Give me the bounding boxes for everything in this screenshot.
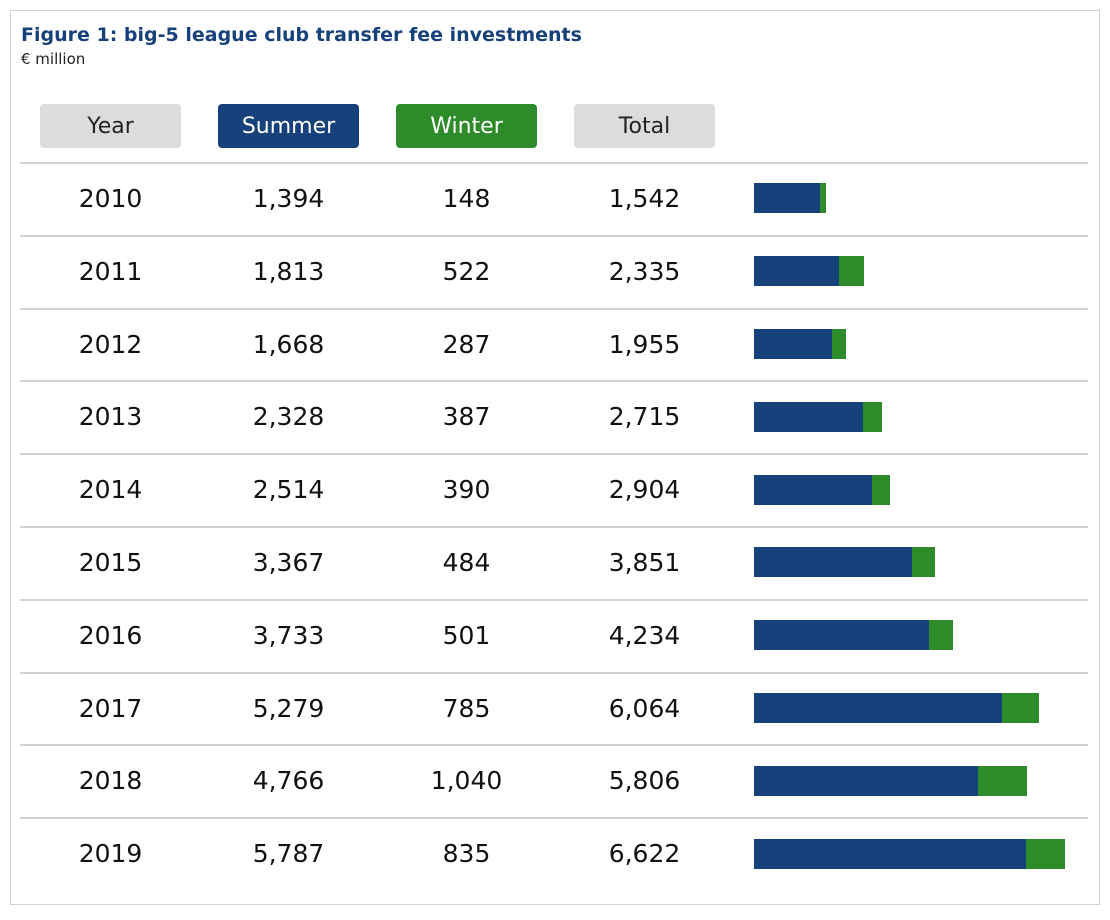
summer-value: 3,367 <box>252 547 325 577</box>
year-cell: 2015 <box>78 547 143 577</box>
winter-bar-2015 <box>912 547 935 578</box>
winter-bar-2016 <box>929 620 953 651</box>
winter-bar-2013 <box>863 401 882 432</box>
row-divider <box>20 234 1088 237</box>
summer-value: 2,514 <box>252 475 325 505</box>
summer-value: 1,668 <box>252 329 325 359</box>
summer-bar-2011 <box>754 256 840 287</box>
winter-bar-2019 <box>1025 838 1066 869</box>
winter-value: 387 <box>442 402 491 432</box>
column-header-total: Total <box>574 104 715 148</box>
total-value: 4,234 <box>608 620 681 650</box>
chart-subtitle: € million <box>21 50 86 68</box>
total-value: 6,064 <box>608 693 681 723</box>
year-cell: 2014 <box>78 475 143 505</box>
summer-bar-2010 <box>754 183 820 214</box>
total-value: 2,715 <box>608 402 681 432</box>
row-divider <box>20 162 1088 164</box>
winter-value: 148 <box>442 183 491 213</box>
winter-bar-2010 <box>819 183 827 214</box>
column-header-summer: Summer <box>218 104 359 148</box>
year-cell: 2013 <box>78 402 143 432</box>
row-divider <box>20 307 1088 310</box>
year-cell: 2010 <box>78 183 143 213</box>
winter-bar-2018 <box>978 765 1027 796</box>
winter-bar-2011 <box>839 256 864 287</box>
total-value: 1,955 <box>608 329 681 359</box>
summer-value: 1,813 <box>252 256 325 286</box>
winter-value: 522 <box>442 256 491 286</box>
winter-value: 785 <box>442 693 491 723</box>
summer-bar-2018 <box>754 765 978 796</box>
total-value: 2,904 <box>608 475 681 505</box>
total-value: 5,806 <box>608 766 681 796</box>
summer-bar-2015 <box>754 547 913 578</box>
summer-value: 5,279 <box>252 693 325 723</box>
year-cell: 2017 <box>78 693 143 723</box>
chart-frame <box>10 10 1100 905</box>
row-divider <box>20 744 1088 747</box>
row-divider <box>20 817 1088 820</box>
summer-value: 2,328 <box>252 402 325 432</box>
year-cell: 2019 <box>78 839 143 869</box>
winter-value: 287 <box>442 329 491 359</box>
summer-value: 3,733 <box>252 620 325 650</box>
summer-bar-2019 <box>754 838 1026 869</box>
summer-bar-2012 <box>754 329 833 359</box>
row-divider <box>20 598 1088 601</box>
summer-value: 5,787 <box>252 839 325 869</box>
year-cell: 2012 <box>78 329 143 359</box>
row-divider <box>20 380 1088 383</box>
total-value: 3,851 <box>608 547 681 577</box>
row-divider <box>20 671 1088 674</box>
winter-bar-2012 <box>832 329 846 359</box>
winter-value: 484 <box>442 547 491 577</box>
summer-value: 1,394 <box>252 183 325 213</box>
total-value: 6,622 <box>608 839 681 869</box>
chart-title: Figure 1: big-5 league club transfer fee… <box>21 24 582 46</box>
winter-value: 390 <box>442 475 491 505</box>
total-value: 2,335 <box>608 256 681 286</box>
summer-value: 4,766 <box>252 766 325 796</box>
year-cell: 2016 <box>78 620 143 650</box>
winter-value: 835 <box>442 839 491 869</box>
year-cell: 2018 <box>78 766 143 796</box>
winter-bar-2017 <box>1002 693 1039 723</box>
year-cell: 2011 <box>78 256 143 286</box>
winter-bar-2014 <box>872 474 891 505</box>
summer-bar-2014 <box>754 474 873 505</box>
summer-bar-2016 <box>754 620 930 651</box>
row-divider <box>20 526 1088 528</box>
winter-value: 1,040 <box>430 766 503 796</box>
row-divider <box>20 453 1088 456</box>
column-header-year: Year <box>40 104 181 148</box>
total-value: 1,542 <box>608 183 681 213</box>
column-header-winter: Winter <box>396 104 537 148</box>
summer-bar-2017 <box>754 693 1003 723</box>
winter-value: 501 <box>442 620 491 650</box>
summer-bar-2013 <box>754 401 864 432</box>
